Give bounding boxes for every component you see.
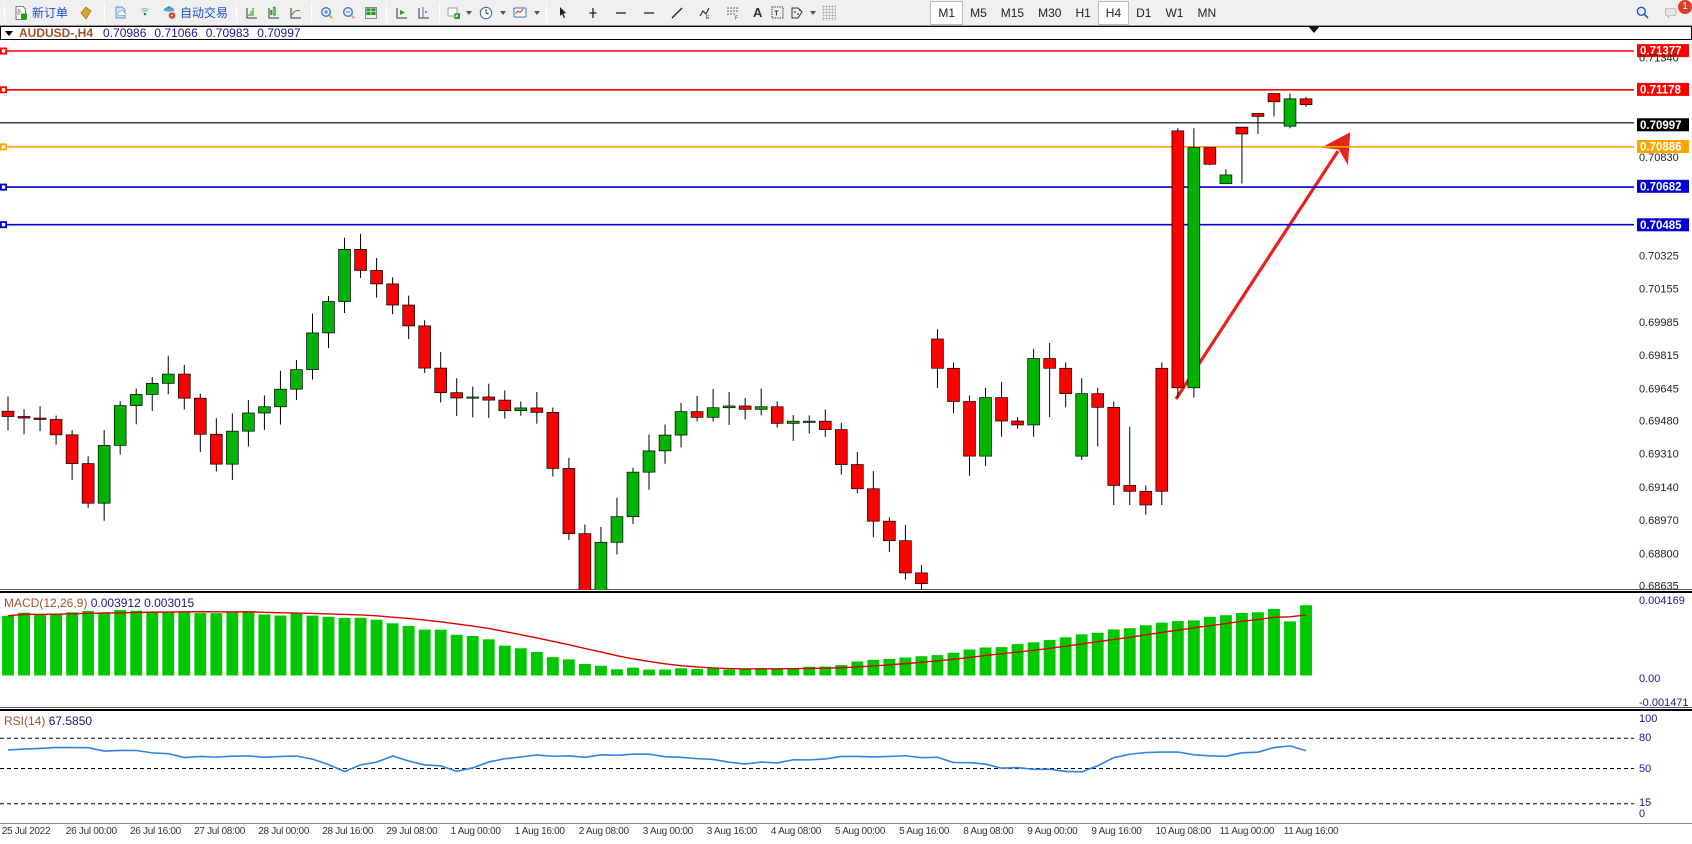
svg-text:0.69815: 0.69815 — [1639, 350, 1679, 362]
svg-text:0.68970: 0.68970 — [1639, 515, 1679, 527]
svg-text:0.71178: 0.71178 — [1640, 84, 1682, 96]
svg-text:0.70325: 0.70325 — [1639, 251, 1679, 263]
svg-text:0.69310: 0.69310 — [1639, 449, 1679, 461]
svg-text:T: T — [775, 10, 780, 17]
svg-text:0.68800: 0.68800 — [1639, 548, 1679, 560]
svg-text:0.70997: 0.70997 — [1640, 120, 1682, 132]
svg-text:0.70830: 0.70830 — [1639, 152, 1679, 164]
svg-text:E: E — [706, 15, 710, 21]
svg-text:0.71340: 0.71340 — [1639, 52, 1679, 64]
svg-text:0.69985: 0.69985 — [1639, 317, 1679, 329]
svg-text:0.70682: 0.70682 — [1640, 181, 1682, 193]
svg-text:0.70155: 0.70155 — [1639, 284, 1679, 296]
svg-text:0.69140: 0.69140 — [1639, 482, 1679, 494]
svg-text:0.69480: 0.69480 — [1639, 416, 1679, 428]
svg-text:0.69645: 0.69645 — [1639, 383, 1679, 395]
svg-text:0.68635: 0.68635 — [1639, 581, 1679, 591]
svg-text:F: F — [735, 15, 738, 21]
svg-text:0.70485: 0.70485 — [1640, 220, 1682, 232]
